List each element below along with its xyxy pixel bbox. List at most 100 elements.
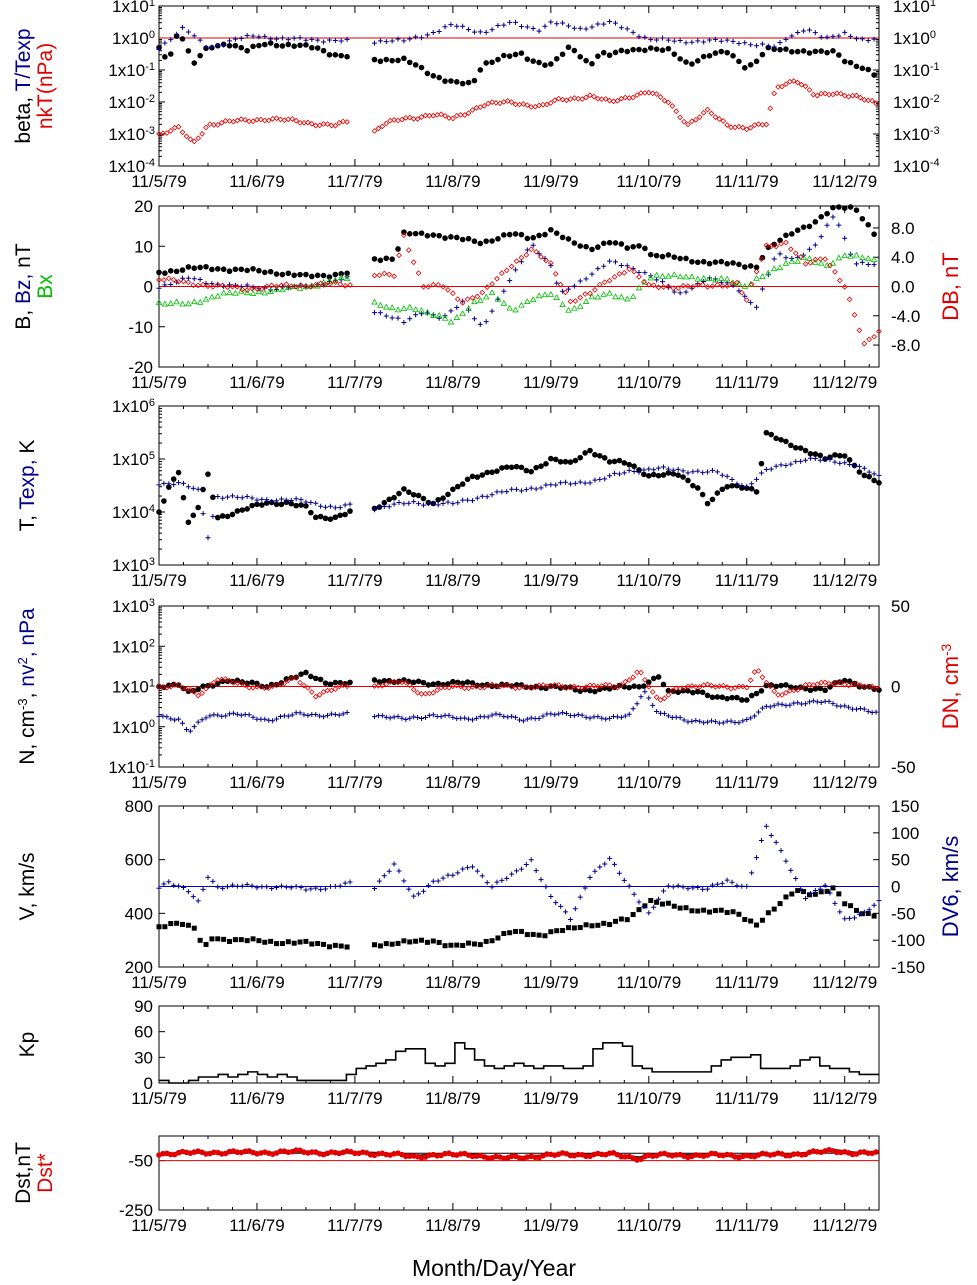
N-point-nv2: [814, 699, 820, 705]
beta-point-nkT: [203, 124, 209, 131]
beta-point-T/Texp: [203, 44, 209, 50]
B-point-Bx: [776, 264, 784, 271]
B-series-B: [156, 204, 877, 280]
V-point-DV6: [758, 838, 764, 844]
beta-point-T/Texp: [812, 30, 818, 36]
N-point-DN: [524, 684, 531, 690]
beta-point-T/Texp: [285, 37, 291, 43]
beta-series-beta: [156, 33, 877, 87]
B-point-Bx: [864, 255, 872, 261]
N-point-DN: [665, 692, 672, 698]
B-xtick-label: 11/6/79: [229, 373, 284, 392]
N-point-DN: [508, 683, 515, 690]
V-point-DV6: [342, 880, 348, 886]
B-point-Bz: [565, 286, 571, 292]
N-point-nv2: [446, 712, 452, 718]
T-point-Texp: [548, 482, 554, 488]
B-point-Bx: [506, 304, 513, 311]
N-point-nv2: [552, 712, 558, 718]
beta-point-nkT: [520, 101, 527, 107]
N-point-DN: [771, 688, 778, 695]
beta-point-T/Texp: [565, 23, 571, 29]
V-point-DV6: [386, 868, 392, 874]
N-point-N: [371, 677, 378, 683]
B-ytick-right-label: -4.0: [891, 307, 920, 326]
Kp-xtick-label: 11/8/79: [425, 1089, 480, 1108]
beta-point-beta: [724, 49, 730, 56]
V-point-V: [197, 937, 203, 943]
B-point-B: [712, 259, 719, 265]
B-point-B: [624, 245, 631, 251]
B-point-B: [630, 243, 636, 250]
B-point-DB: [450, 290, 456, 297]
B-point-Bx: [706, 275, 713, 282]
beta-point-T/Texp: [309, 36, 315, 42]
B-point-Bx: [255, 288, 263, 295]
N-point-N: [312, 675, 319, 682]
V-point-DV6: [455, 870, 461, 876]
V-point-DV6: [871, 902, 877, 908]
T-point-Texp: [847, 461, 853, 467]
T-point-Texp: [381, 504, 387, 510]
beta-point-nkT: [477, 104, 484, 111]
V-point-DV6: [847, 915, 853, 921]
beta-point-nkT: [602, 96, 609, 102]
B-point-DB: [763, 242, 770, 249]
beta-ytick-right-label-exponent: 0: [930, 29, 936, 41]
V-point-V: [671, 903, 677, 909]
B-point-Bx: [806, 255, 813, 261]
T-point-T: [773, 435, 779, 442]
V-point-V: [736, 911, 742, 917]
B-point-DB: [758, 256, 765, 263]
B-point-DB: [317, 280, 324, 287]
V-point-DV6: [465, 865, 471, 871]
N-point-nv2: [419, 716, 425, 722]
beta-point-nkT: [450, 115, 456, 122]
beta-point-beta: [712, 50, 719, 56]
beta-ylabel-2: nkT(nPa): [34, 43, 57, 129]
N-point-DN: [783, 689, 789, 696]
N-point-DN: [857, 682, 864, 688]
N-point-DN: [446, 684, 452, 691]
N-point-DN: [814, 681, 821, 688]
B-point-Bx: [337, 274, 345, 280]
B-point-Bz: [483, 319, 489, 325]
B-point-B: [448, 234, 454, 240]
V-point-DV6: [690, 885, 696, 891]
B-point-Bx: [676, 273, 684, 280]
T-point-T: [205, 471, 211, 477]
N-point-N: [322, 680, 329, 686]
T-point-T: [768, 431, 775, 438]
N-point-DN: [418, 691, 425, 697]
N-point-DN: [669, 687, 676, 694]
T-xtick-label: 11/5/79: [131, 571, 186, 590]
B-point-Bz: [589, 271, 595, 277]
T-point-T: [450, 486, 456, 493]
V-point-V: [601, 920, 607, 926]
V-point-DV6: [450, 872, 456, 878]
B-point-DB: [401, 232, 407, 239]
T-point-T: [694, 485, 701, 491]
V-point-V: [495, 935, 501, 941]
N-point-N: [249, 679, 255, 686]
B-point-B: [642, 245, 648, 252]
beta-point-T/Texp: [191, 33, 197, 39]
B-point-DB: [445, 286, 451, 293]
V-point-DV6: [700, 886, 706, 892]
N-point-nv2: [528, 715, 534, 721]
B-point-Bz: [842, 235, 848, 241]
V-point-V: [859, 911, 865, 917]
V-point-DV6: [161, 881, 167, 887]
beta-point-nkT: [802, 83, 809, 90]
B-point-Bx: [220, 289, 227, 296]
N-point-nv2: [344, 709, 350, 715]
B-point-Bx: [653, 271, 660, 278]
beta-point-nkT: [798, 81, 805, 88]
B-point-DB: [249, 285, 255, 292]
N-point-N: [401, 677, 407, 683]
B-point-Bz: [783, 255, 789, 261]
T-point-Texp: [685, 470, 691, 476]
beta-point-T/Texp: [344, 36, 350, 42]
B-point-B: [595, 244, 601, 250]
B-point-DB: [724, 283, 731, 289]
